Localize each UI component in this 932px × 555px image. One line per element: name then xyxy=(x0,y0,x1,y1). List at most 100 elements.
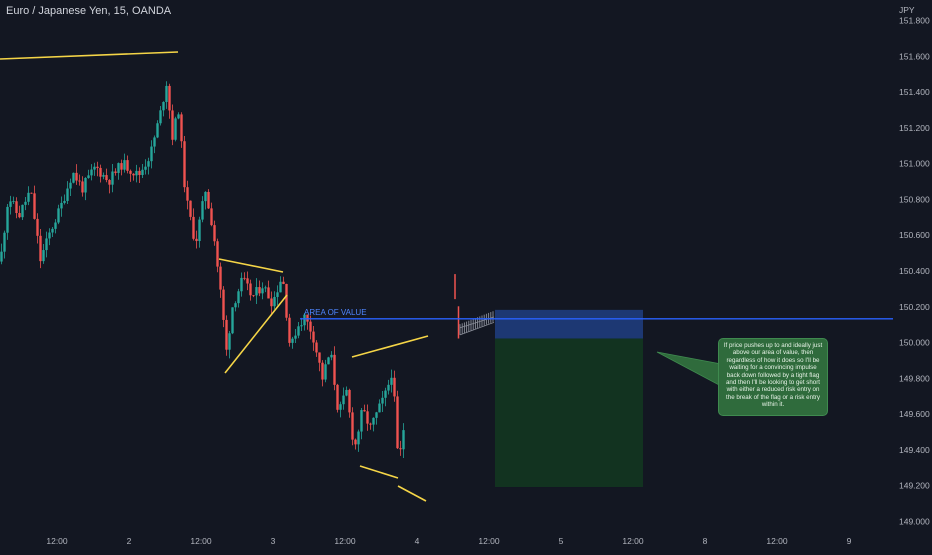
candle-body xyxy=(288,317,291,343)
trendline[interactable] xyxy=(397,485,427,502)
area-of-value-label: AREA OF VALUE xyxy=(304,308,367,317)
candle-body xyxy=(102,175,105,177)
trendline[interactable] xyxy=(218,258,284,273)
price-tick-label: 150.600 xyxy=(899,230,930,240)
trendline[interactable] xyxy=(359,465,399,479)
candle-body xyxy=(12,201,15,203)
candle-body xyxy=(354,439,357,445)
drawings-layer[interactable]: AREA OF VALUE xyxy=(0,51,893,502)
candle-body xyxy=(57,208,60,223)
candle-body xyxy=(192,216,195,239)
trendline[interactable] xyxy=(224,294,288,374)
time-tick-label: 3 xyxy=(271,536,276,546)
candle-body xyxy=(198,219,201,242)
candle-body xyxy=(27,192,30,202)
candle-body xyxy=(156,123,159,138)
candle-body xyxy=(279,281,282,293)
price-tick-label: 151.200 xyxy=(899,123,930,133)
candle-body xyxy=(252,295,255,297)
candle-body xyxy=(393,377,396,397)
candle-body xyxy=(21,204,24,218)
candle-body xyxy=(177,114,180,119)
price-axis[interactable]: 151.800 151.600 151.400 151.200 151.000 150.8… xyxy=(899,5,930,527)
time-tick-label: 9 xyxy=(847,536,852,546)
candles-layer xyxy=(0,81,495,459)
candle-body xyxy=(330,354,333,358)
price-tick-label: 149.800 xyxy=(899,373,930,383)
candle-body xyxy=(297,326,300,336)
risk-zone[interactable] xyxy=(495,309,643,339)
candle-body xyxy=(321,362,324,380)
candle-body xyxy=(87,175,90,178)
candle-body xyxy=(36,218,39,236)
candle-body xyxy=(303,314,306,326)
candle-body xyxy=(99,167,102,177)
candle-body xyxy=(186,187,189,201)
candle-body xyxy=(372,417,375,425)
candle-body xyxy=(45,238,48,251)
candle-body xyxy=(327,357,330,365)
price-tick-label: 150.800 xyxy=(899,194,930,204)
candle-body xyxy=(168,85,171,111)
trade-plan-note[interactable]: If price pushes up to and ideally just a… xyxy=(718,338,828,416)
candle-body xyxy=(120,163,123,170)
candle-body xyxy=(210,208,213,226)
candle-body xyxy=(114,171,117,173)
candle-body xyxy=(381,397,384,404)
candle-body xyxy=(129,170,132,174)
candle-body xyxy=(231,307,234,334)
price-tick-label: 150.400 xyxy=(899,266,930,276)
candle-body xyxy=(342,395,345,405)
candle-body xyxy=(402,430,405,450)
candle-body xyxy=(291,338,294,343)
candle-body xyxy=(273,296,276,307)
candle-body xyxy=(63,200,66,203)
candle-body xyxy=(105,175,108,181)
candle-body xyxy=(30,192,33,194)
candle-body xyxy=(96,166,99,168)
candle-body xyxy=(174,118,177,140)
candle-body xyxy=(150,146,153,162)
candle-body xyxy=(183,141,186,188)
candle-body xyxy=(90,169,93,176)
symbol-title[interactable]: Euro / Japanese Yen, 15, OANDA xyxy=(6,5,172,17)
candle-body xyxy=(24,201,27,205)
price-tick-label: 150.200 xyxy=(899,302,930,312)
candle-body xyxy=(39,235,42,262)
candle-body xyxy=(66,188,69,201)
candle-body xyxy=(222,289,225,320)
candle-body xyxy=(165,85,168,102)
time-tick-label: 2 xyxy=(127,536,132,546)
candle-body xyxy=(180,114,183,142)
candle-body xyxy=(81,181,84,193)
candle-body xyxy=(69,182,72,189)
position-zones xyxy=(495,309,643,488)
candle-body xyxy=(357,431,360,445)
candle-body xyxy=(141,169,144,175)
candle-body xyxy=(366,411,369,424)
candle-body xyxy=(267,287,270,299)
projection-line xyxy=(459,322,495,336)
candle-body xyxy=(132,173,135,176)
time-axis[interactable]: 12:00 2 12:00 3 12:00 4 12:00 5 12:00 8 12:00 9 xyxy=(46,536,851,546)
time-tick-label: 12:00 xyxy=(190,536,212,546)
price-tick-label: 151.400 xyxy=(899,87,930,97)
candle-body xyxy=(396,396,399,449)
candle-body xyxy=(60,202,63,209)
price-tick-label: 151.000 xyxy=(899,159,930,169)
candle-body xyxy=(363,410,366,412)
candle-body xyxy=(306,314,309,322)
trendline[interactable] xyxy=(351,335,429,358)
trendline[interactable] xyxy=(0,51,179,60)
candle-body xyxy=(261,288,264,294)
candle-body xyxy=(72,172,75,183)
candle-body xyxy=(225,319,228,350)
candle-body xyxy=(234,303,237,308)
candle-body xyxy=(201,201,204,220)
candle-body xyxy=(204,191,207,202)
candle-body xyxy=(111,171,114,185)
reward-zone[interactable] xyxy=(495,338,643,488)
